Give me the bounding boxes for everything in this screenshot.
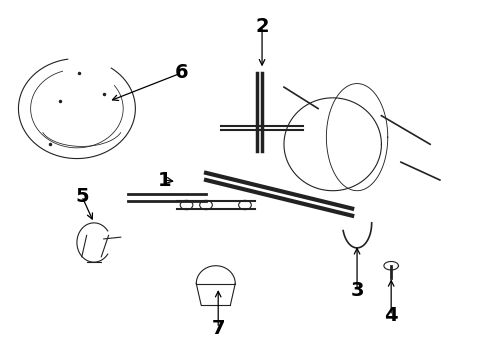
Text: 2: 2 <box>255 17 269 36</box>
Text: 6: 6 <box>175 63 189 82</box>
Text: 4: 4 <box>384 306 398 325</box>
Text: 3: 3 <box>350 281 364 300</box>
Text: 1: 1 <box>158 171 172 189</box>
Text: 7: 7 <box>212 319 225 338</box>
Text: 5: 5 <box>75 186 89 206</box>
